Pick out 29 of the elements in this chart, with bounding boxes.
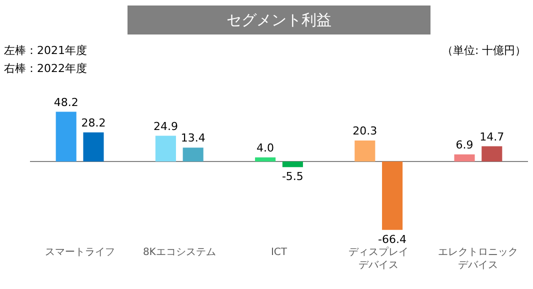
bar	[83, 132, 104, 162]
data-label: 28.2	[81, 116, 106, 130]
x-tick-label: ICT	[270, 247, 288, 258]
data-label: 13.4	[180, 132, 206, 145]
bar	[155, 136, 176, 162]
bar	[354, 140, 376, 162]
data-label: -66.4	[378, 232, 407, 246]
text: 左棒：2021年度	[4, 44, 87, 57]
data-label: -5.5	[282, 170, 304, 184]
data-label: 6.9	[456, 138, 474, 152]
data-label: 14.7	[480, 130, 504, 144]
bar	[282, 161, 303, 168]
data-label: 48.2	[54, 96, 78, 109]
data-label: 20.3	[352, 124, 378, 138]
x-tick-label: エレクトロニックデバイス	[438, 247, 518, 271]
data-label: 24.9	[153, 120, 178, 133]
bar	[482, 146, 502, 162]
bar	[454, 154, 475, 162]
bar	[182, 148, 204, 162]
x-tick-label: 8Kエコシステム	[142, 247, 216, 258]
chart-title: セグメント利益	[226, 11, 332, 29]
bar	[382, 161, 403, 230]
data-label: 4.0	[256, 141, 274, 154]
x-tick-label: スマートライフ	[44, 247, 115, 258]
bar	[56, 112, 76, 162]
text: 右棒：2022年度	[4, 62, 87, 75]
x-tick-label: ディスプレイデバイス	[348, 246, 409, 271]
text: （単位: 十億円）	[442, 44, 526, 57]
bar	[255, 157, 276, 162]
